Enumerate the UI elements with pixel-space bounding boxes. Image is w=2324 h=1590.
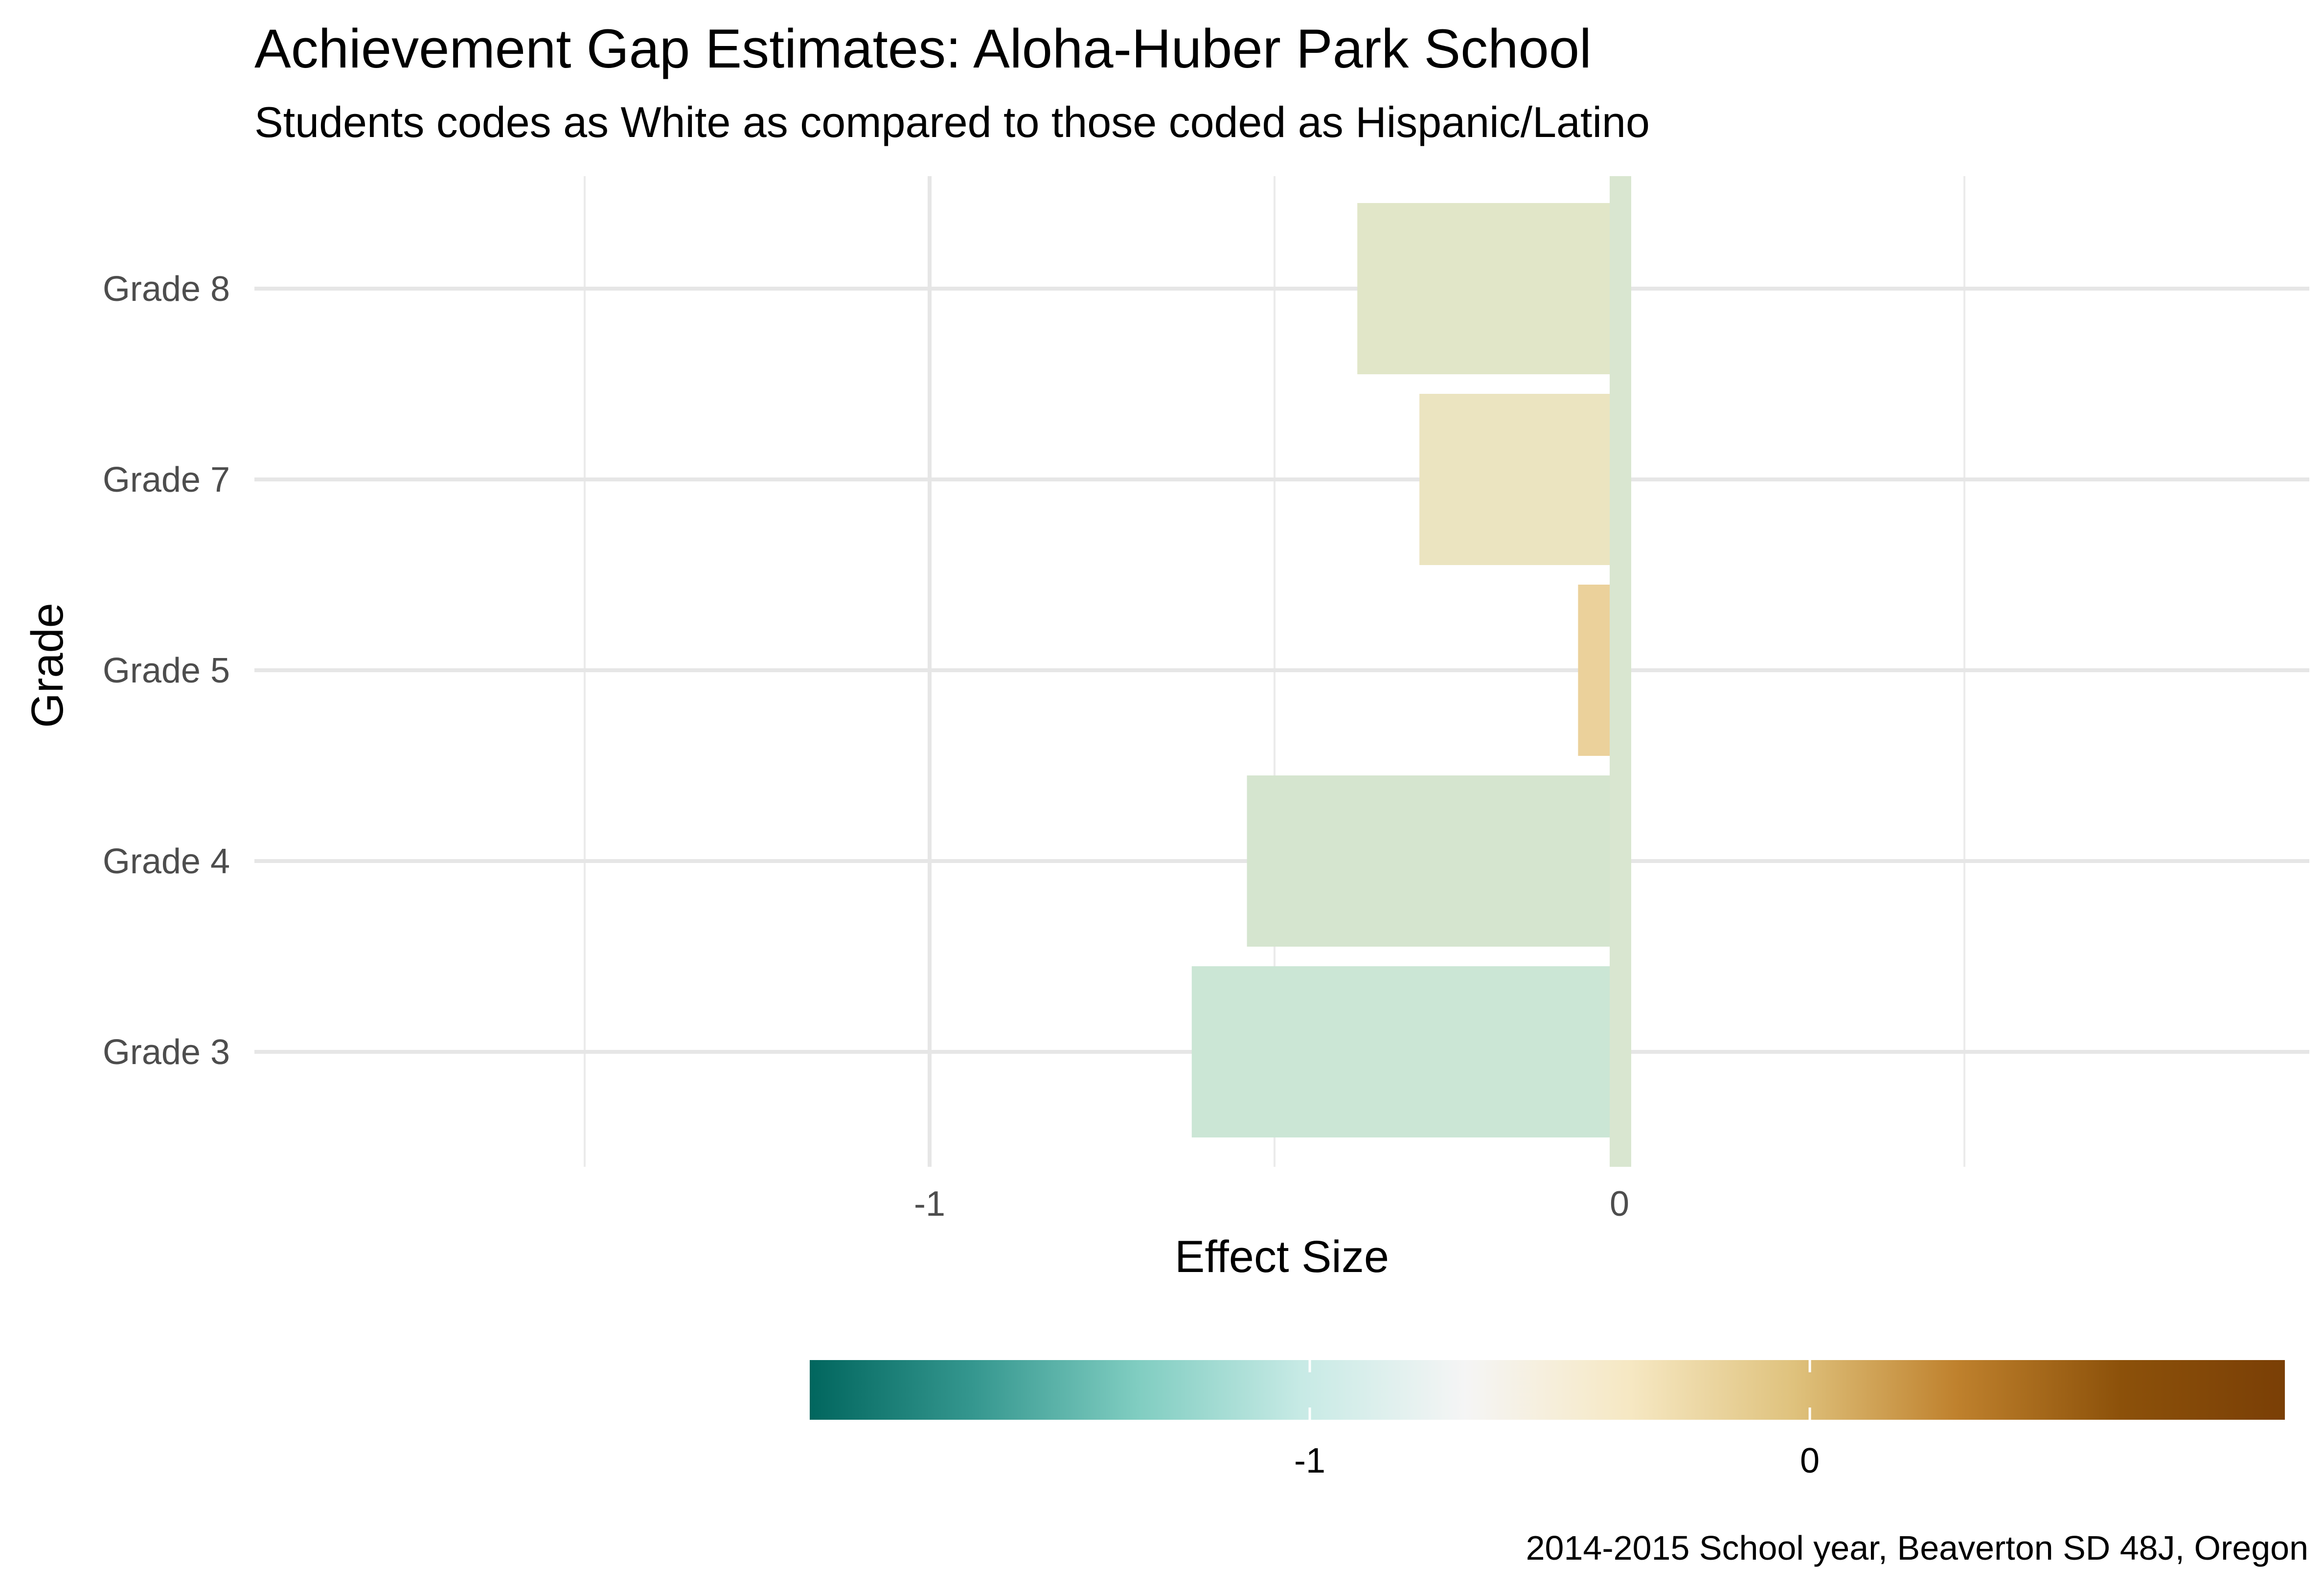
y-tick-label: Grade 4 [103, 842, 230, 881]
bar-grade-3 [1191, 966, 1619, 1137]
x-tick-label: 0 [1610, 1184, 1629, 1224]
legend-colorbar [810, 1360, 2285, 1420]
chart-subtitle: Students codes as White as compared to t… [254, 98, 1650, 146]
y-tick-label: Grade 5 [103, 651, 230, 690]
y-tick-label: Grade 8 [103, 270, 230, 309]
y-axis-title: Grade [23, 603, 72, 728]
bar-grade-7 [1419, 394, 1619, 565]
zero-reference-bar [1610, 176, 1631, 1167]
bar-grade-4 [1247, 775, 1619, 947]
x-tick-labels: -1 0 [914, 1184, 1629, 1224]
y-tick-label: Grade 3 [103, 1033, 230, 1072]
chart-title: Achievement Gap Estimates: Aloha-Huber P… [254, 18, 1592, 79]
bars [1191, 176, 1631, 1167]
chart-caption: 2014-2015 School year, Beaverton SD 48J,… [1526, 1529, 2308, 1567]
bar-grade-8 [1357, 203, 1619, 374]
color-legend: -1 0 [810, 1360, 2285, 1480]
legend-tick-label: 0 [1800, 1441, 1820, 1480]
y-tick-labels: Grade 3 Grade 4 Grade 5 Grade 7 Grade 8 [103, 270, 230, 1072]
legend-tick-label: -1 [1294, 1441, 1325, 1480]
x-axis-title: Effect Size [1175, 1232, 1389, 1282]
x-tick-label: -1 [914, 1184, 945, 1224]
y-tick-label: Grade 7 [103, 460, 230, 500]
